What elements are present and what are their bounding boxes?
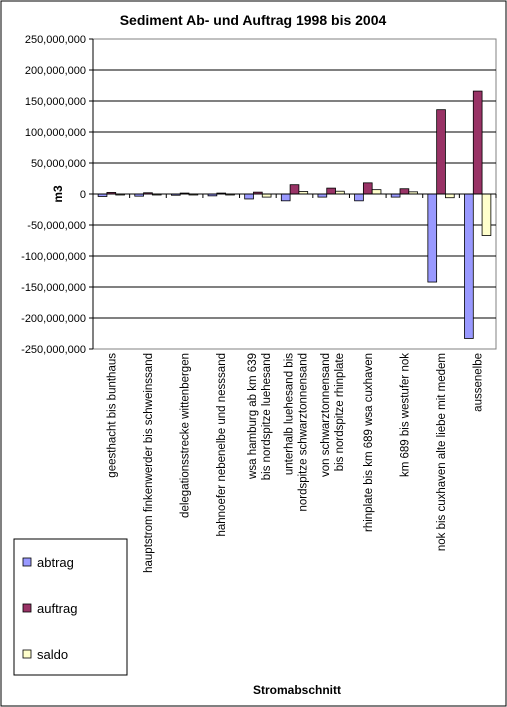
legend-label-saldo: saldo [37,647,68,662]
svg-text:hahnoefer nebenelbe und nesssa: hahnoefer nebenelbe und nesssand [216,353,228,537]
legend: abtrag auftrag saldo [13,538,128,676]
bar-abtrag [464,193,474,339]
bar-auftrag [362,182,373,195]
x-tick-label: hahnoefer nebenelbe und nesssand [216,353,228,537]
chart-title: Sediment Ab- und Auftrag 1998 bis 2004 [120,12,387,28]
y-tick-label: 150,000,000 [25,96,86,108]
x-axis-ticks: geesthacht bis bunthaus hauptstrom finken… [92,194,497,573]
svg-text:aussenelbe: aussenelbe [473,353,485,412]
x-axis-label: Stromabschnitt [253,683,341,697]
bar-auftrag [472,90,483,195]
x-tick-label: geesthacht bis bunthaus [106,353,118,478]
y-tick-label: 0 [80,189,86,201]
x-tick-label: wsa hamburg ab km 639 bis nordspitze lueh… [247,353,273,480]
x-tick-label: nok bis cuxhaven alte liebe mit medem [436,353,448,551]
x-tick-label: rhinplate bis km 689 wsa cuxhaven [363,353,375,532]
bar-saldo [481,193,492,236]
bar-abtrag [280,193,291,202]
y-tick-label: -250,000,000 [21,344,86,356]
bar-abtrag [354,193,364,202]
x-tick-label: hauptstrom finkenwerder bis schweinssand [143,353,155,573]
legend-swatch-auftrag [22,603,32,613]
y-axis-ticks: 250,000,000 200,000,000 150,000,000 100,000… [21,34,93,356]
y-tick-label: -200,000,000 [21,313,86,325]
y-tick-label: -150,000,000 [21,282,86,294]
x-tick-label: von schwarztonnensand bis nordspitze rhin… [320,353,346,477]
y-tick-label: 250,000,000 [25,34,86,46]
svg-text:km 689 bis westufer nok: km 689 bis westufer nok [399,353,411,477]
legend-box [13,538,128,676]
y-tick-label: -50,000,000 [27,220,86,232]
bar-auftrag [326,187,336,195]
svg-text:hauptstrom finkenwerder bis sc: hauptstrom finkenwerder bis schweinssand [143,353,155,573]
bar-saldo [445,193,455,199]
bar-abtrag [427,193,438,283]
y-tick-label: 100,000,000 [25,127,86,139]
legend-swatch-abtrag [22,557,32,567]
x-tick-label: delegationsstrecke wittenbergen [180,353,192,518]
svg-text:delegationsstrecke wittenberge: delegationsstrecke wittenbergen [180,353,192,518]
legend-label-abtrag: abtrag [37,555,74,570]
x-tick-label: unterhalb luehesand bis nordspitze schwar… [284,353,310,512]
svg-text:rhinplate bis km 689 wsa cuxha: rhinplate bis km 689 wsa cuxhaven [363,353,375,532]
bar-auftrag [436,109,446,195]
y-tick-label: -100,000,000 [21,251,86,263]
bar-saldo [371,189,382,195]
x-tick-label: km 689 bis westufer nok [399,353,411,477]
y-axis-label: m3 [51,185,65,203]
bar-abtrag [244,193,254,200]
x-tick-label: aussenelbe [473,353,485,412]
legend-label-auftrag: auftrag [37,601,77,616]
svg-text:nok bis cuxhaven alte liebe mi: nok bis cuxhaven alte liebe mit medem [436,353,448,551]
svg-text:geesthacht bis bunthaus: geesthacht bis bunthaus [106,353,118,478]
legend-swatch-saldo [22,649,32,659]
y-tick-label: 200,000,000 [25,65,86,77]
bar-auftrag [289,184,300,195]
bar-auftrag [399,188,410,195]
y-tick-label: 50,000,000 [31,158,86,170]
bars [93,90,496,339]
